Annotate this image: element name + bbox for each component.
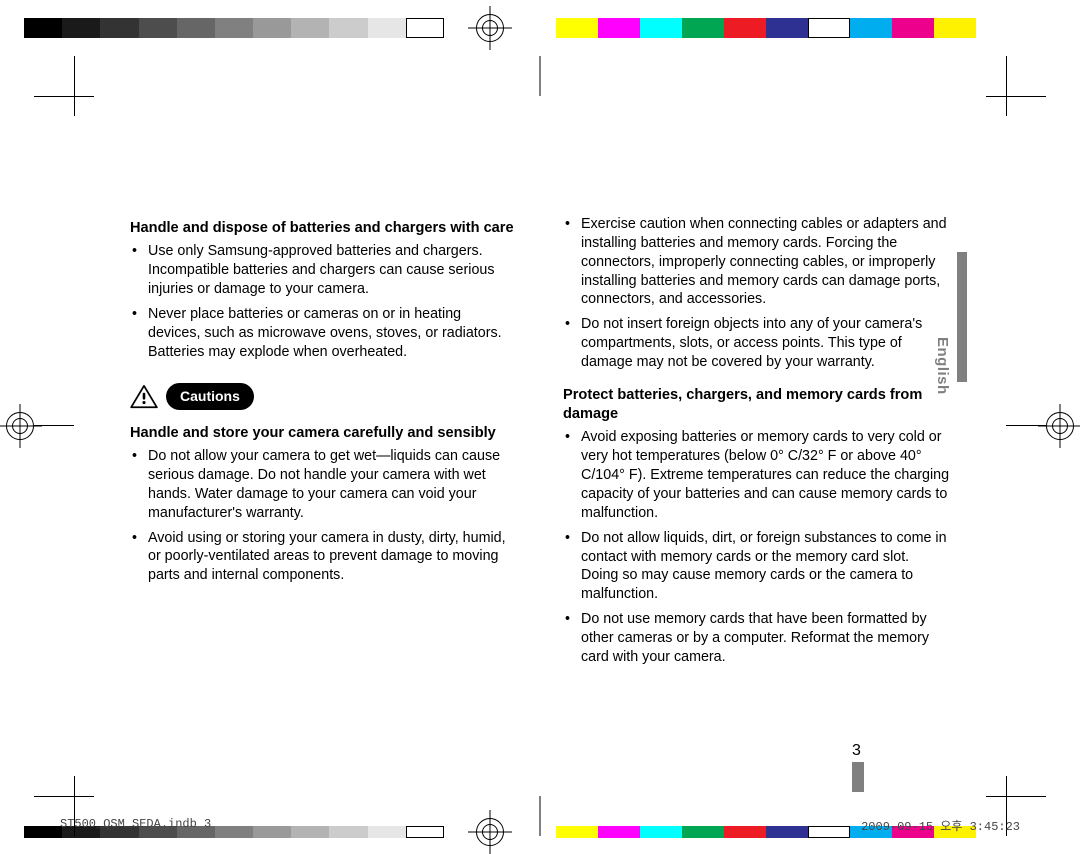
list-item: Avoid exposing batteries or memory cards… xyxy=(563,428,950,522)
list-item: Do not use memory cards that have been f… xyxy=(563,610,950,667)
list-handle-dispose: Use only Samsung-approved batteries and … xyxy=(130,242,517,361)
list-item: Do not insert foreign objects into any o… xyxy=(563,315,950,372)
footer-timestamp: 2009-09-15 오후 3:45:23 xyxy=(861,817,1020,834)
list-item: Do not allow your camera to get wet—liqu… xyxy=(130,447,517,522)
footer-filename: ST500_QSM_SEDA.indb 3 xyxy=(60,817,211,831)
list-handle-store: Do not allow your camera to get wet—liqu… xyxy=(130,447,517,585)
caution-icon xyxy=(130,385,158,409)
heading-protect: Protect batteries, chargers, and memory … xyxy=(563,386,950,425)
list-item: Avoid using or storing your camera in du… xyxy=(130,529,517,586)
registration-mark-right xyxy=(1038,404,1080,448)
gutter-tick-bottom xyxy=(540,796,541,836)
page-body: Handle and dispose of batteries and char… xyxy=(130,215,950,745)
page-number-bar xyxy=(852,762,864,792)
list-item: Never place batteries or cameras on or i… xyxy=(130,305,517,362)
side-tick-left xyxy=(34,425,74,426)
list-connectors: Exercise caution when connecting cables … xyxy=(563,215,950,372)
registration-mark-top xyxy=(468,6,512,50)
list-item: Exercise caution when connecting cables … xyxy=(563,215,950,309)
list-item: Use only Samsung-approved batteries and … xyxy=(130,242,517,299)
gutter-tick-top xyxy=(540,56,541,96)
heading-handle-dispose: Handle and dispose of batteries and char… xyxy=(130,219,517,238)
crop-mark-tl xyxy=(34,56,94,116)
heading-handle-store: Handle and store your camera carefully a… xyxy=(130,424,517,443)
registration-mark-bottom xyxy=(468,810,512,854)
language-tab: English xyxy=(955,252,977,382)
side-tick-right xyxy=(1006,425,1046,426)
list-protect: Avoid exposing batteries or memory cards… xyxy=(563,428,950,666)
crop-mark-tr xyxy=(986,56,1046,116)
calibration-strip-color-top xyxy=(556,18,976,38)
calibration-strip-grayscale-top xyxy=(24,18,444,38)
registration-mark-left xyxy=(0,404,42,448)
list-item: Do not allow liquids, dirt, or foreign s… xyxy=(563,529,950,604)
cautions-label: Cautions xyxy=(166,383,254,409)
cautions-heading: Cautions xyxy=(130,383,517,409)
